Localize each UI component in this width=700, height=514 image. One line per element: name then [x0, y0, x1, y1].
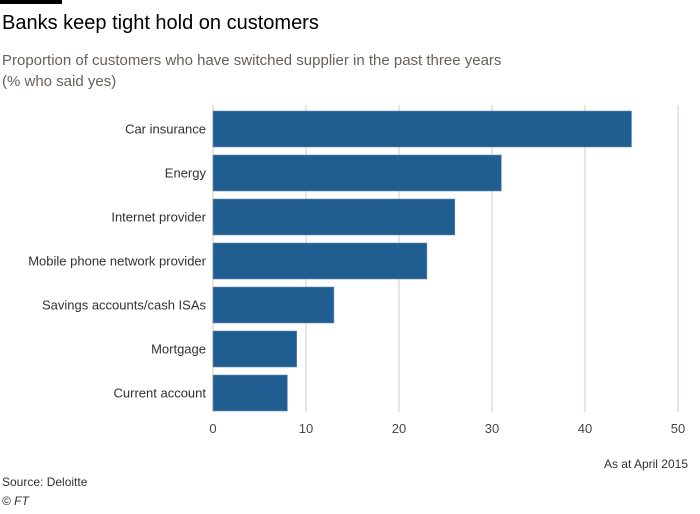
x-tick-label: 20 — [392, 421, 406, 436]
bar — [212, 374, 288, 412]
bar — [212, 110, 632, 148]
x-tick-label: 30 — [485, 421, 499, 436]
bar — [212, 330, 297, 368]
copyright-note: © FT — [2, 494, 29, 508]
category-label: Mobile phone network provider — [28, 254, 206, 269]
source-note: Source: Deloitte — [2, 475, 88, 489]
subtitle-line-2: (% who said yes) — [2, 73, 117, 90]
x-tick-label: 50 — [671, 421, 685, 436]
date-note: As at April 2015 — [603, 457, 688, 471]
chart-title: Banks keep tight hold on customers — [2, 12, 319, 34]
bar — [212, 154, 502, 192]
category-label: Car insurance — [125, 122, 206, 137]
category-label: Internet provider — [111, 210, 206, 225]
chart-subtitle: Proportion of customers who have switche… — [2, 50, 501, 92]
x-tick-label: 10 — [299, 421, 313, 436]
x-tick-label: 0 — [209, 421, 216, 436]
category-label: Energy — [165, 166, 207, 181]
subtitle-line-1: Proportion of customers who have switche… — [2, 52, 502, 69]
category-label: Current account — [114, 386, 207, 401]
category-label: Savings accounts/cash ISAs — [42, 298, 207, 313]
bar — [212, 242, 428, 280]
bar — [212, 198, 456, 236]
brand-bar — [0, 0, 62, 4]
bar — [212, 286, 335, 324]
x-tick-label: 40 — [578, 421, 592, 436]
category-label: Mortgage — [151, 342, 206, 357]
